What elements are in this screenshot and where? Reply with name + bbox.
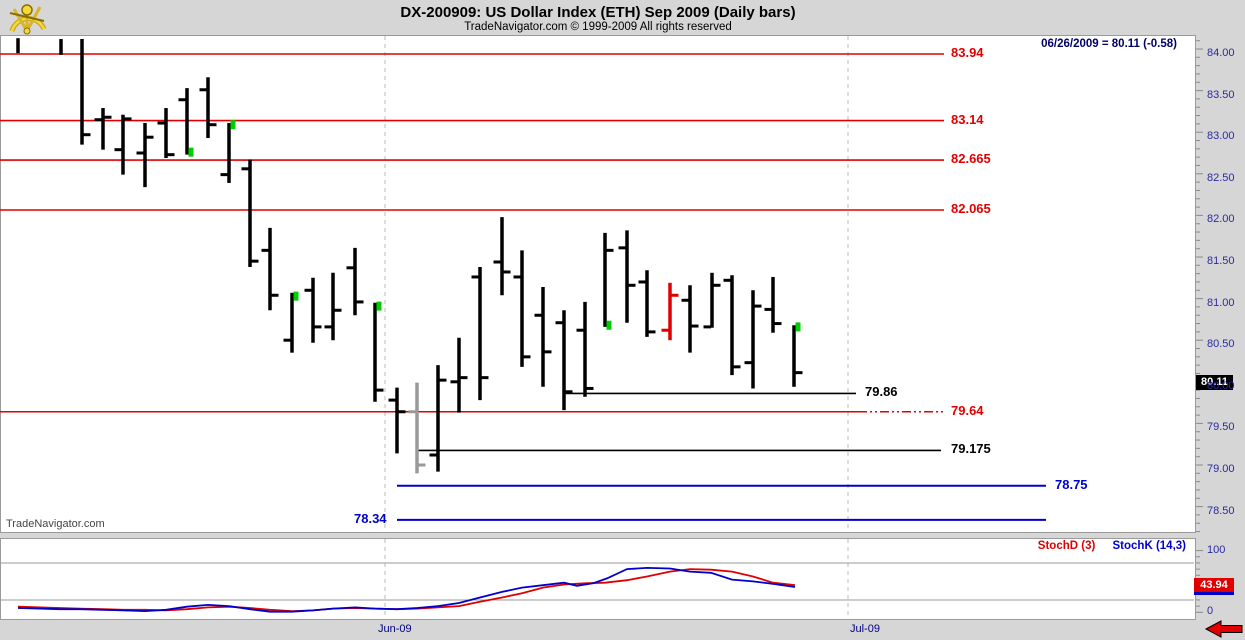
level-label: 82.665 <box>951 151 991 167</box>
price-axis-label: 80.00 <box>1207 379 1235 392</box>
stoch-axis-label: 0 <box>1207 605 1214 618</box>
price-chart-pane[interactable] <box>0 35 1196 533</box>
level-label: 79.86 <box>865 384 898 400</box>
price-axis-label: 83.00 <box>1207 130 1235 143</box>
level-label: 79.64 <box>951 402 984 418</box>
level-label: 78.75 <box>1055 476 1088 492</box>
price-axis-label: 78.50 <box>1207 504 1235 517</box>
stochd-legend-label: StochD (3) <box>1037 540 1096 552</box>
price-axis-label: 84.00 <box>1207 47 1235 59</box>
price-axis-label: 80.50 <box>1207 338 1235 351</box>
price-axis-label: 81.00 <box>1207 296 1235 309</box>
price-axis-label: 82.00 <box>1207 213 1235 226</box>
stochd-value-badge: 43.94 <box>1194 578 1234 596</box>
stochk-legend-label: StochK (14,3) <box>1112 540 1187 552</box>
level-label: 83.94 <box>951 44 984 60</box>
chart-title: DX-200909: US Dollar Index (ETH) Sep 200… <box>400 4 796 21</box>
price-axis-label: 83.50 <box>1207 88 1235 101</box>
price-axis-label: 81.50 <box>1207 255 1235 267</box>
level-label: 82.065 <box>951 200 991 216</box>
stoch-axis-label: 100 <box>1207 543 1226 556</box>
last-price-badge: 80.11 <box>1196 374 1233 390</box>
stochastic-legend: StochD (3) StochK (14,3) <box>0 540 1186 552</box>
watermark: TradeNavigator.com <box>6 518 105 530</box>
price-axis-label: 79.00 <box>1207 463 1235 475</box>
trade-navigator-logo-icon <box>9 4 47 35</box>
scroll-left-arrow-icon[interactable] <box>1204 620 1243 638</box>
month-label: Jul-09 <box>850 623 880 635</box>
level-label: 78.34 <box>354 510 387 526</box>
month-label: Jun-09 <box>378 623 412 635</box>
price-axis-label: 79.50 <box>1207 421 1235 434</box>
level-label: 83.14 <box>951 111 984 127</box>
price-axis-label: 82.50 <box>1207 171 1235 184</box>
level-label: 79.175 <box>951 441 991 457</box>
cursor-date-price-readout: 06/26/2009 = 80.11 (-0.58) <box>1041 38 1177 50</box>
chart-subtitle: TradeNavigator.com © 1999-2009 All right… <box>464 21 732 33</box>
